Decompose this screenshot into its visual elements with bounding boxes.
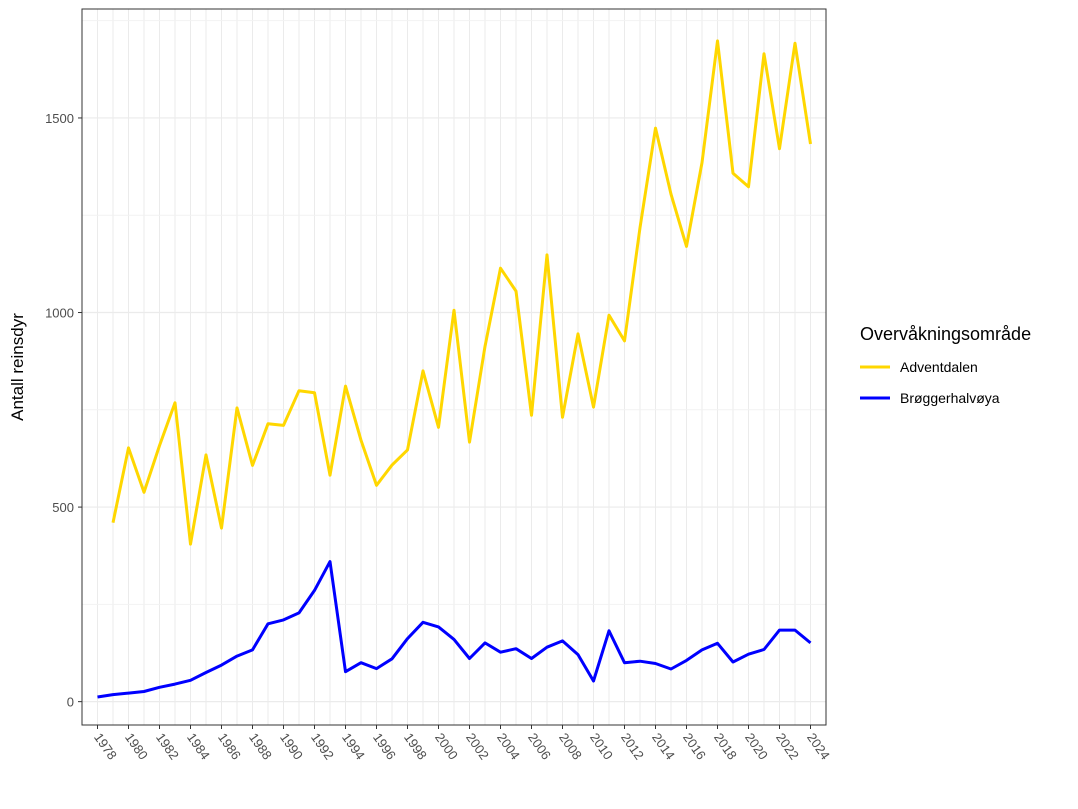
x-tick-label: 1994 (339, 730, 368, 762)
x-tick-label: 2006 (525, 730, 554, 762)
x-tick-label: 2014 (649, 730, 678, 762)
x-tick-label: 2004 (494, 730, 523, 762)
x-tick-label: 2022 (773, 730, 802, 762)
legend-items: Adventdalen Brøggerhalvøya (860, 359, 1000, 406)
y-axis-title: Antall reinsdyr (8, 313, 27, 421)
x-tick-label: 1996 (370, 730, 399, 762)
x-tick-label: 1998 (401, 730, 430, 762)
minor-gridlines (82, 9, 826, 725)
x-tick-label: 2018 (711, 730, 740, 762)
legend-label-adventdalen: Adventdalen (900, 359, 978, 375)
x-tick-label: 2016 (680, 730, 709, 762)
x-tick-label: 2008 (556, 730, 585, 762)
x-axis: 1978 1980 1982 1984 1986 1988 1990 1992 1994 1996… (91, 725, 833, 762)
x-tick-label: 1978 (91, 730, 120, 762)
y-tick-label: 0 (67, 695, 74, 710)
x-tick-label: 1980 (122, 730, 151, 762)
x-tick-label: 2002 (463, 730, 492, 762)
x-tick-label: 1990 (277, 730, 306, 762)
series-line-broggerhalvoya (97, 560, 812, 699)
x-tick-label: 2012 (618, 730, 647, 762)
y-tick-label: 1000 (45, 306, 74, 321)
y-tick-label: 500 (52, 500, 74, 515)
y-tick-label: 1500 (45, 111, 74, 126)
legend-title: Overvåkningsområde (860, 324, 1031, 344)
legend: Overvåkningsområde Adventdalen Brøggerhal… (860, 324, 1031, 406)
series-lines (97, 39, 812, 699)
x-tick-label: 2010 (587, 730, 616, 762)
x-tick-label: 2020 (742, 730, 771, 762)
panel-border (81, 8, 827, 726)
x-tick-label: 2000 (432, 730, 461, 762)
x-tick-label: 1982 (153, 730, 182, 762)
x-tick-label: 1992 (308, 730, 337, 762)
x-tick-label: 1986 (215, 730, 244, 762)
y-axis: 0 500 1000 1500 (45, 111, 82, 710)
series-line-adventdalen (111, 39, 812, 546)
x-tick-label: 1984 (184, 730, 213, 762)
x-tick-label: 1988 (246, 730, 275, 762)
x-tick-label: 2024 (804, 730, 833, 762)
legend-label-broggerhalvoya: Brøggerhalvøya (900, 390, 1000, 406)
